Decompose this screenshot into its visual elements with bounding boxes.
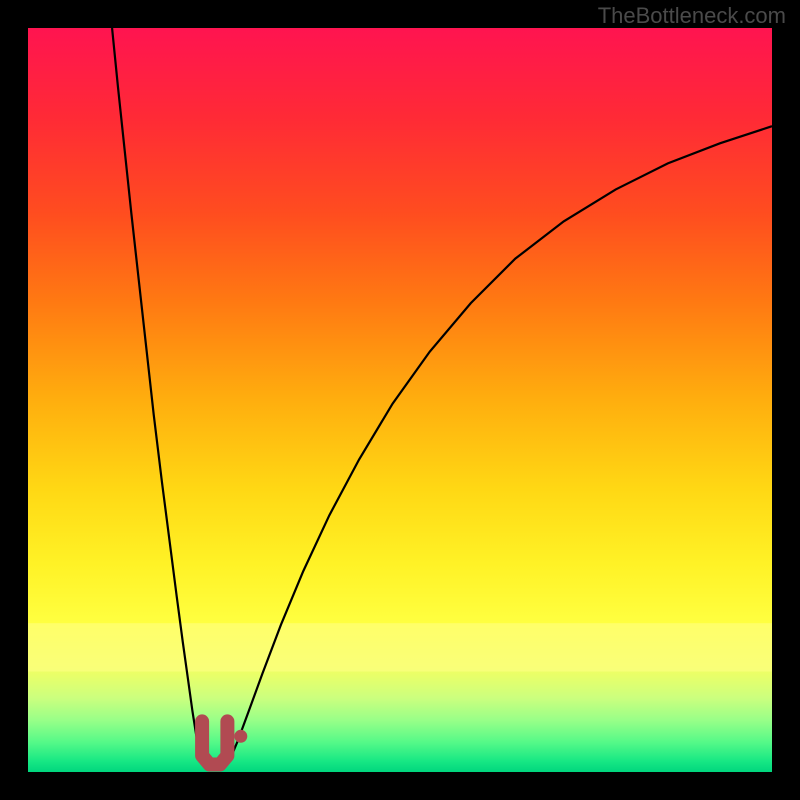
plot-svg xyxy=(28,28,772,772)
plot-area xyxy=(28,28,772,772)
cluster-dot xyxy=(234,730,247,743)
chart-frame: TheBottleneck.com xyxy=(0,0,800,800)
watermark-text: TheBottleneck.com xyxy=(598,3,786,29)
highlight-band xyxy=(28,623,772,671)
